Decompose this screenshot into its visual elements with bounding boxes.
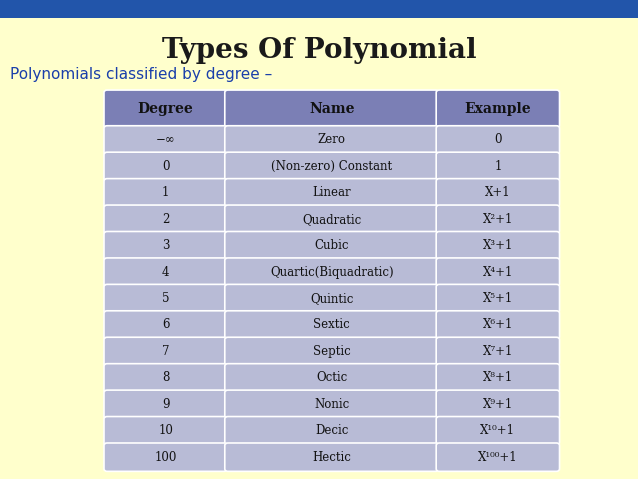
FancyBboxPatch shape [436, 126, 560, 154]
Text: Decic: Decic [315, 424, 348, 437]
FancyBboxPatch shape [225, 90, 439, 128]
FancyBboxPatch shape [105, 91, 558, 470]
FancyBboxPatch shape [436, 443, 560, 471]
FancyBboxPatch shape [225, 390, 439, 419]
Text: Polynomials classified by degree –: Polynomials classified by degree – [10, 67, 272, 82]
Text: Types Of Polynomial: Types Of Polynomial [161, 37, 477, 64]
Text: X⁸+1: X⁸+1 [483, 371, 513, 384]
Text: X¹⁰⁰+1: X¹⁰⁰+1 [478, 451, 517, 464]
Text: 1: 1 [162, 186, 169, 199]
Text: Quadratic: Quadratic [302, 213, 361, 226]
FancyBboxPatch shape [225, 258, 439, 286]
FancyBboxPatch shape [104, 90, 227, 128]
Text: (Non-zero) Constant: (Non-zero) Constant [271, 160, 392, 173]
Text: 7: 7 [162, 345, 170, 358]
FancyBboxPatch shape [436, 90, 560, 128]
Text: X³+1: X³+1 [483, 239, 513, 252]
FancyBboxPatch shape [225, 337, 439, 365]
FancyBboxPatch shape [225, 205, 439, 233]
FancyBboxPatch shape [104, 126, 227, 154]
Text: 0: 0 [494, 134, 501, 147]
FancyBboxPatch shape [104, 179, 227, 207]
Text: Nonic: Nonic [314, 398, 350, 411]
Text: Degree: Degree [138, 102, 193, 116]
Text: 100: 100 [154, 451, 177, 464]
Text: Hectic: Hectic [313, 451, 351, 464]
Text: X⁶+1: X⁶+1 [483, 319, 513, 331]
FancyBboxPatch shape [104, 417, 227, 445]
FancyBboxPatch shape [225, 364, 439, 392]
Text: Cubic: Cubic [315, 239, 349, 252]
FancyBboxPatch shape [436, 364, 560, 392]
Text: X²+1: X²+1 [483, 213, 513, 226]
FancyBboxPatch shape [0, 0, 638, 18]
FancyBboxPatch shape [225, 443, 439, 471]
FancyBboxPatch shape [436, 152, 560, 181]
FancyBboxPatch shape [225, 417, 439, 445]
Text: Octic: Octic [316, 371, 347, 384]
Text: 0: 0 [162, 160, 170, 173]
Text: X⁵+1: X⁵+1 [483, 292, 513, 305]
Text: 1: 1 [494, 160, 501, 173]
FancyBboxPatch shape [104, 337, 227, 365]
FancyBboxPatch shape [225, 311, 439, 339]
FancyBboxPatch shape [104, 205, 227, 233]
Text: X¹⁰+1: X¹⁰+1 [480, 424, 516, 437]
FancyBboxPatch shape [436, 258, 560, 286]
FancyBboxPatch shape [225, 285, 439, 313]
FancyBboxPatch shape [104, 231, 227, 260]
Text: Sextic: Sextic [313, 319, 350, 331]
Text: Quintic: Quintic [310, 292, 353, 305]
FancyBboxPatch shape [436, 311, 560, 339]
Text: X⁹+1: X⁹+1 [483, 398, 513, 411]
Text: X+1: X+1 [485, 186, 510, 199]
FancyBboxPatch shape [104, 390, 227, 419]
Text: 10: 10 [158, 424, 173, 437]
FancyBboxPatch shape [436, 390, 560, 419]
FancyBboxPatch shape [104, 258, 227, 286]
Text: 9: 9 [162, 398, 170, 411]
Text: Linear: Linear [313, 186, 351, 199]
FancyBboxPatch shape [225, 126, 439, 154]
Text: 3: 3 [162, 239, 170, 252]
FancyBboxPatch shape [436, 285, 560, 313]
FancyBboxPatch shape [436, 179, 560, 207]
Text: Septic: Septic [313, 345, 351, 358]
FancyBboxPatch shape [436, 417, 560, 445]
FancyBboxPatch shape [225, 152, 439, 181]
FancyBboxPatch shape [104, 152, 227, 181]
FancyBboxPatch shape [104, 285, 227, 313]
FancyBboxPatch shape [104, 311, 227, 339]
Text: X⁴+1: X⁴+1 [483, 265, 513, 279]
FancyBboxPatch shape [436, 205, 560, 233]
Text: Zero: Zero [318, 134, 346, 147]
FancyBboxPatch shape [436, 231, 560, 260]
FancyBboxPatch shape [104, 443, 227, 471]
FancyBboxPatch shape [104, 364, 227, 392]
Text: 5: 5 [162, 292, 170, 305]
Text: Name: Name [309, 102, 355, 116]
FancyBboxPatch shape [436, 337, 560, 365]
Text: −∞: −∞ [156, 134, 175, 147]
Text: 4: 4 [162, 265, 170, 279]
FancyBboxPatch shape [225, 179, 439, 207]
Text: 6: 6 [162, 319, 170, 331]
Text: X⁷+1: X⁷+1 [483, 345, 513, 358]
Text: 2: 2 [162, 213, 169, 226]
FancyBboxPatch shape [225, 231, 439, 260]
Text: Example: Example [464, 102, 531, 116]
Text: 8: 8 [162, 371, 169, 384]
Text: Quartic(Biquadratic): Quartic(Biquadratic) [270, 265, 394, 279]
